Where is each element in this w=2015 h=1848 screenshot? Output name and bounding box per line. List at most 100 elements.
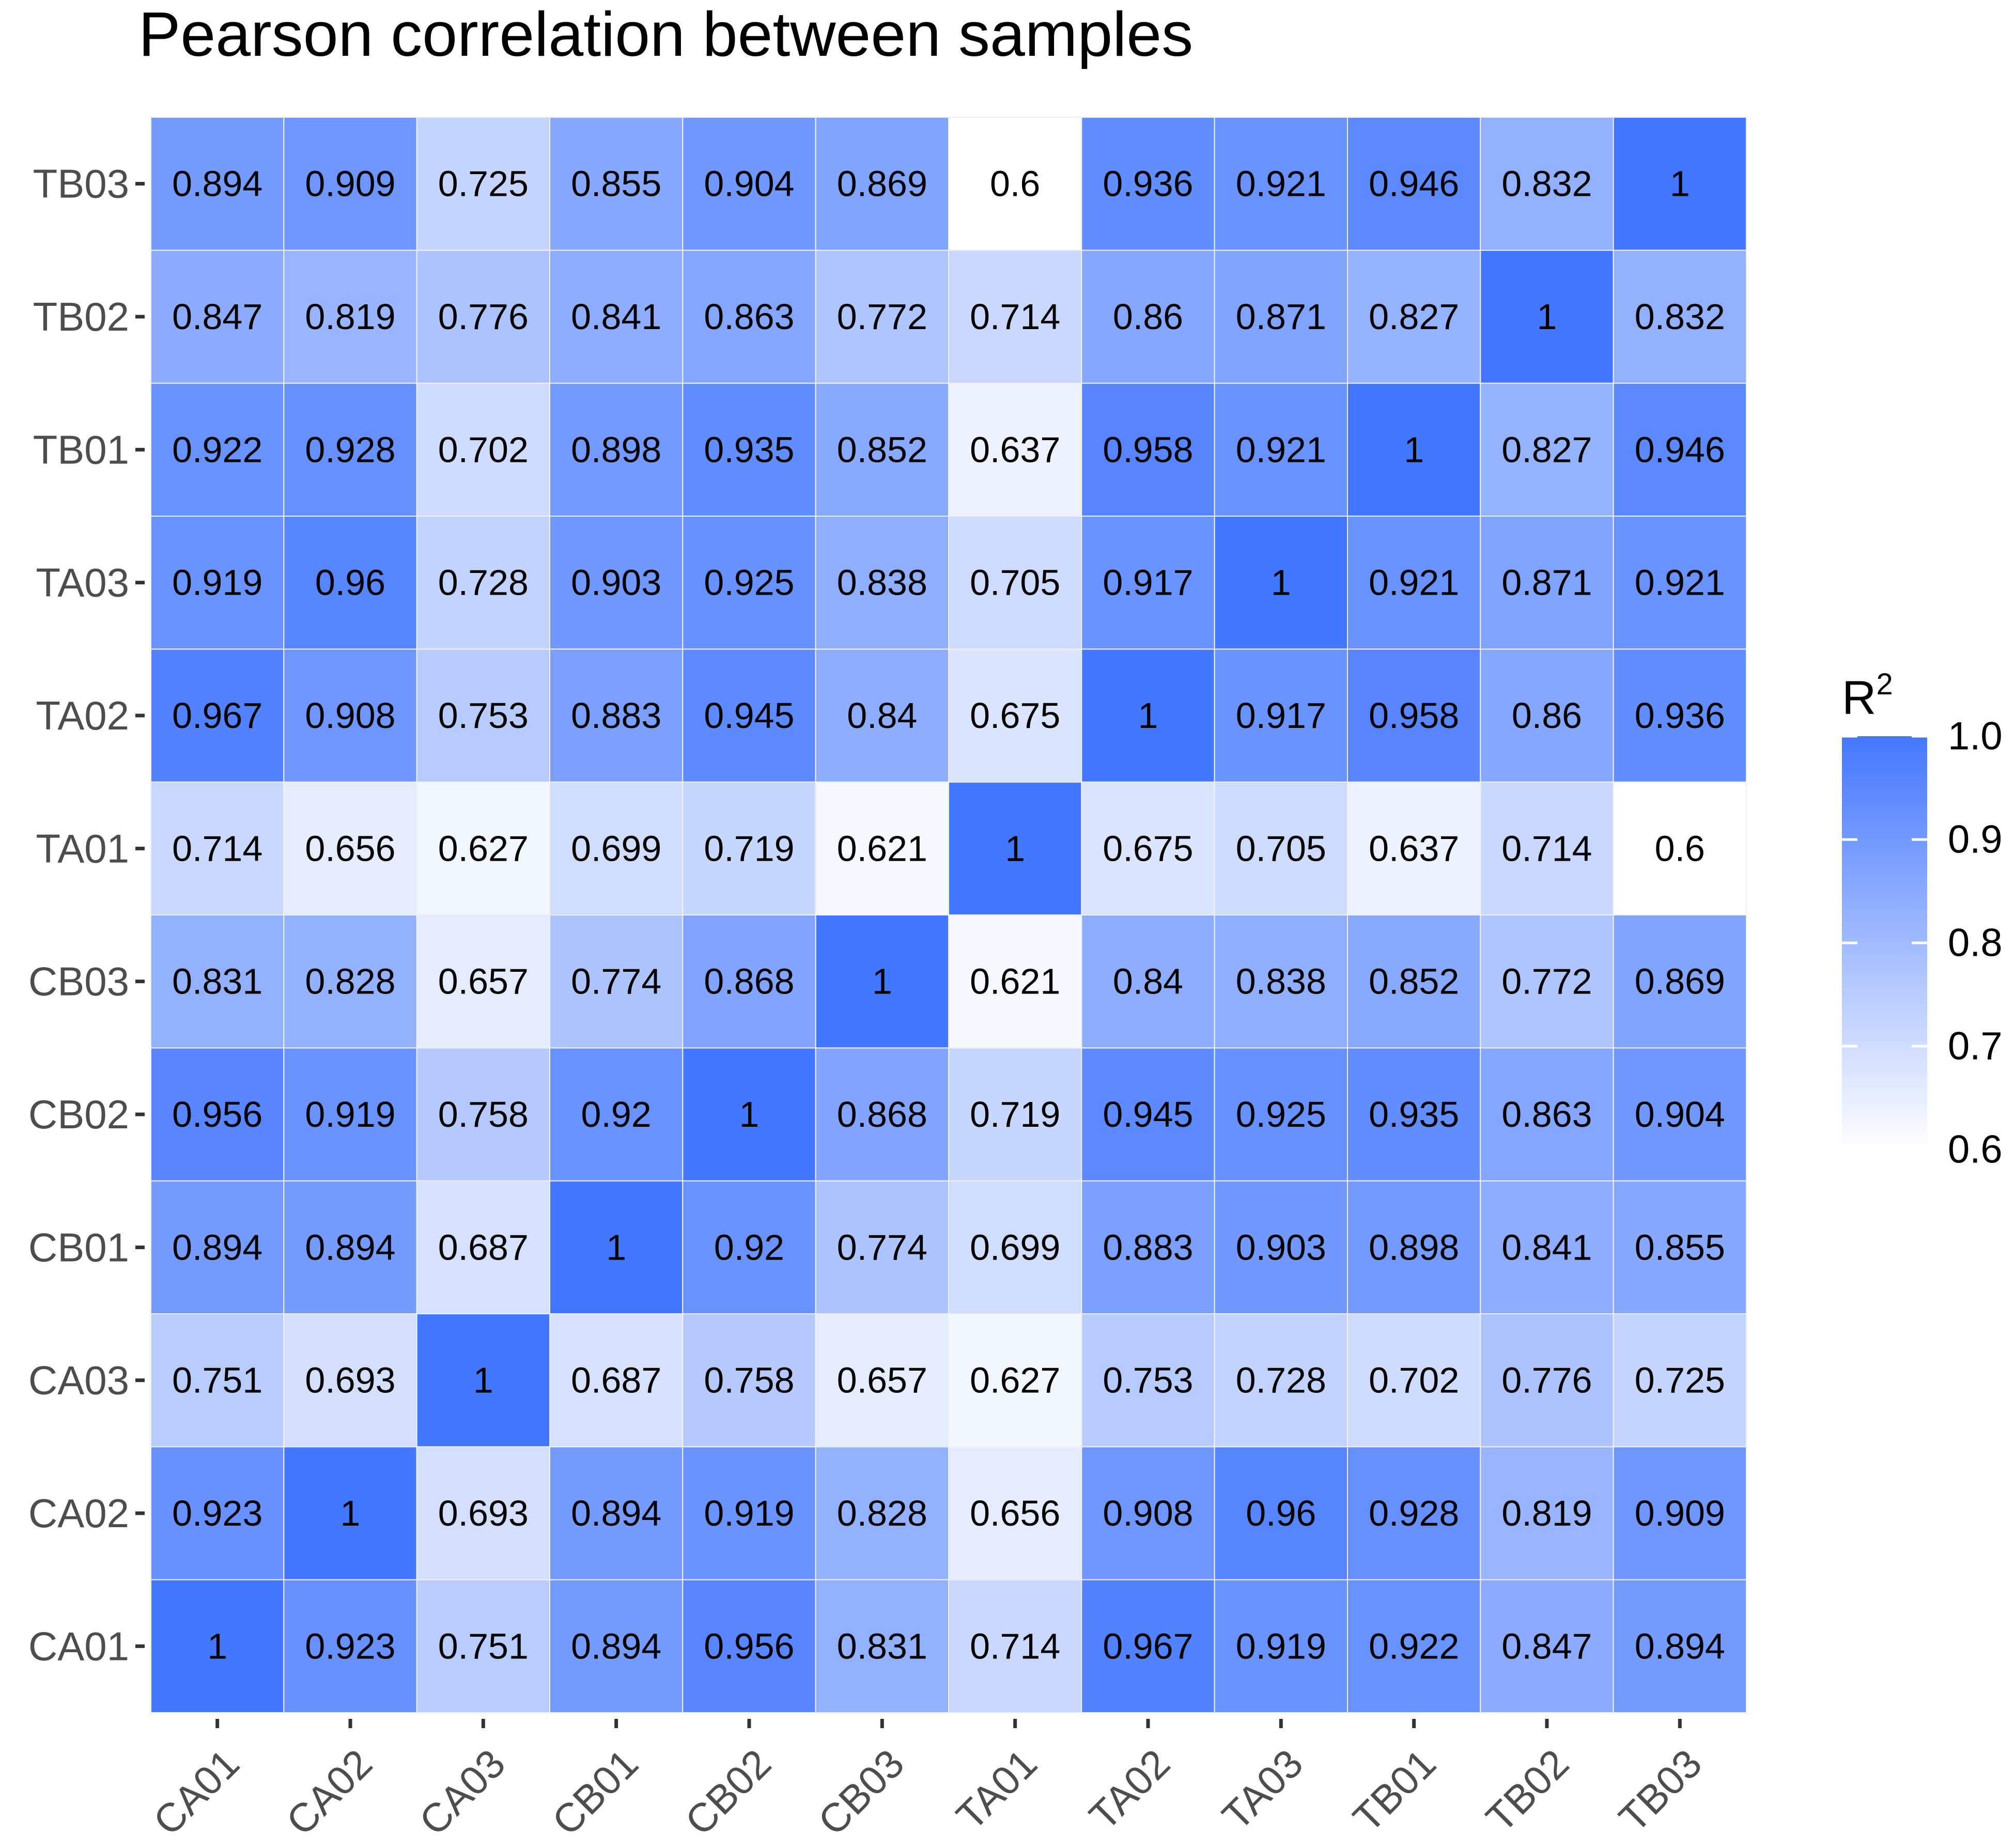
heatmap-cell-TB02-CB03 bbox=[815, 250, 949, 384]
cell-value-label: 0.908 bbox=[305, 695, 395, 736]
heatmap-cell-TA01-CA03 bbox=[416, 781, 551, 915]
heatmap-cell-CB02-TA03 bbox=[1214, 1047, 1349, 1182]
cell-value-label: 0.753 bbox=[1103, 1360, 1193, 1401]
heatmap-cell-TA01-CA01 bbox=[150, 781, 285, 915]
cell-value-label: 0.621 bbox=[837, 828, 927, 868]
heatmap-cell-TB02-CB01 bbox=[549, 250, 684, 384]
y-tick-label-TB01: TB01 bbox=[33, 427, 129, 472]
heatmap-cell-TA03-CA01 bbox=[150, 516, 285, 650]
heatmap-cell-CA02-CA03 bbox=[416, 1446, 551, 1580]
cell-value-label: 0.96 bbox=[315, 563, 385, 603]
cell-value-label: 0.637 bbox=[1369, 828, 1459, 868]
heatmap-cell-CA01-CB01 bbox=[549, 1579, 684, 1714]
cell-value-label: 0.828 bbox=[305, 961, 395, 1002]
cell-value-label: 0.921 bbox=[1236, 429, 1326, 470]
heatmap-cell-TA01-CA02 bbox=[283, 781, 417, 915]
heatmap-cell-CA01-TB01 bbox=[1347, 1579, 1481, 1714]
cell-value-label: 0.855 bbox=[571, 164, 661, 204]
cell-value-label: 0.774 bbox=[837, 1227, 927, 1267]
heatmap-cell-labels: 1 0.923 0.751 0.894 0.956 0.831 0.714 0.967 0.91… bbox=[172, 164, 1725, 1667]
cell-value-label: 1 bbox=[1404, 429, 1424, 470]
cell-value-label: 0.92 bbox=[581, 1094, 652, 1135]
heatmap-cell-TB01-TA01 bbox=[948, 382, 1082, 517]
x-tick-label-TA02: TA02 bbox=[1080, 1741, 1179, 1839]
cell-value-label: 0.728 bbox=[1236, 1360, 1326, 1401]
y-tick-label-TB02: TB02 bbox=[33, 294, 129, 339]
cell-value-label: 0.958 bbox=[1369, 695, 1459, 736]
cell-value-label: 0.714 bbox=[970, 297, 1060, 337]
heatmap-cell-TB01-TA02 bbox=[1081, 382, 1215, 517]
cell-value-label: 0.705 bbox=[1236, 828, 1326, 868]
cell-value-label: 0.917 bbox=[1103, 563, 1193, 603]
heatmap-cell-CA03-CA01 bbox=[150, 1313, 285, 1448]
heatmap-cell-CB02-CB03 bbox=[815, 1047, 949, 1182]
heatmap-cell-CA02-TA01 bbox=[948, 1446, 1082, 1580]
x-tick-label-TA03: TA03 bbox=[1213, 1741, 1311, 1839]
legend-tick-label: 0.9 bbox=[1948, 818, 2003, 862]
cell-value-label: 0.935 bbox=[704, 429, 794, 470]
cell-value-label: 0.923 bbox=[305, 1626, 395, 1666]
heatmap-cell-CB03-CA01 bbox=[150, 914, 285, 1049]
cell-value-label: 1 bbox=[1005, 828, 1025, 868]
heatmap-cell-CB02-TB01 bbox=[1347, 1047, 1481, 1182]
color-legend: R2 1.0 0.9 0.8 0.7 0.6 bbox=[1842, 667, 2003, 1172]
heatmap-cell-TB02-CA01 bbox=[150, 250, 285, 384]
cell-value-label: 0.687 bbox=[571, 1360, 661, 1401]
heatmap-cell-TB03-TA01 bbox=[948, 117, 1082, 251]
heatmap-cell-CA02-CB01 bbox=[549, 1446, 684, 1580]
heatmap-cell-CB01-TB01 bbox=[1347, 1180, 1481, 1315]
heatmap-cell-TA02-TA01 bbox=[948, 648, 1082, 783]
heatmap-cell-CA01-CB02 bbox=[682, 1579, 816, 1714]
heatmap-cell-TA01-CB02 bbox=[682, 781, 816, 915]
x-tick-label-CB01: CB01 bbox=[544, 1741, 647, 1844]
heatmap-cell-CA02-TB03 bbox=[1613, 1446, 1747, 1580]
cell-value-label: 1 bbox=[606, 1227, 626, 1267]
cell-value-label: 0.919 bbox=[172, 563, 262, 603]
heatmap-cell-CA03-TB01 bbox=[1347, 1313, 1481, 1448]
x-tick-label-TB01: TB01 bbox=[1344, 1741, 1445, 1841]
cell-value-label: 0.6 bbox=[1655, 828, 1705, 868]
cell-value-label: 0.921 bbox=[1635, 563, 1725, 603]
heatmap-cell-TA02-CA01 bbox=[150, 648, 285, 783]
cell-value-label: 0.693 bbox=[438, 1493, 529, 1533]
heatmap-cell-CA03-CB02 bbox=[682, 1313, 816, 1448]
cell-value-label: 0.772 bbox=[1501, 961, 1592, 1002]
cell-value-label: 0.883 bbox=[571, 695, 661, 736]
x-tick-label-CA01: CA01 bbox=[145, 1741, 248, 1844]
cell-value-label: 0.96 bbox=[1246, 1493, 1316, 1533]
heatmap-cell-TA03-TA02 bbox=[1081, 516, 1215, 650]
heatmap-cell-TA02-CA02 bbox=[283, 648, 417, 783]
cell-value-label: 0.719 bbox=[970, 1094, 1060, 1135]
cell-value-label: 0.693 bbox=[305, 1360, 395, 1401]
heatmap-cell-TB03-TB02 bbox=[1480, 117, 1614, 251]
heatmap-cell-CB01-TB03 bbox=[1613, 1180, 1747, 1315]
cell-value-label: 0.919 bbox=[704, 1493, 794, 1533]
heatmap-cell-TB02-TA01 bbox=[948, 250, 1082, 384]
heatmap-cell-CA02-CB03 bbox=[815, 1446, 949, 1580]
cell-value-label: 0.908 bbox=[1103, 1493, 1193, 1533]
cell-value-label: 0.925 bbox=[1236, 1094, 1326, 1135]
heatmap-cell-CA02-CB02 bbox=[682, 1446, 816, 1580]
x-tick-label-TA01: TA01 bbox=[948, 1741, 1046, 1839]
heatmap-cell-CB02-TB02 bbox=[1480, 1047, 1614, 1182]
cell-value-label: 0.852 bbox=[837, 429, 927, 470]
x-tick-label-TB03: TB03 bbox=[1610, 1741, 1710, 1841]
heatmap-cell-CB01-TA03 bbox=[1214, 1180, 1349, 1315]
cell-value-label: 0.894 bbox=[172, 164, 262, 204]
cell-value-label: 0.917 bbox=[1236, 695, 1326, 736]
heatmap-cell-TB01-TB03 bbox=[1613, 382, 1747, 517]
heatmap-cell-TB03-CB02 bbox=[682, 117, 816, 251]
cell-value-label: 0.871 bbox=[1501, 563, 1592, 603]
cell-value-label: 0.827 bbox=[1369, 297, 1459, 337]
heatmap-cell-CB03-TA03 bbox=[1214, 914, 1349, 1049]
cell-value-label: 0.637 bbox=[970, 429, 1060, 470]
heatmap-cell-CA01-TA02 bbox=[1081, 1579, 1215, 1714]
cell-value-label: 0.904 bbox=[1635, 1094, 1725, 1135]
y-tick-label-CA01: CA01 bbox=[28, 1623, 129, 1669]
x-tick-label-CA03: CA03 bbox=[410, 1741, 514, 1844]
cell-value-label: 0.6 bbox=[990, 164, 1040, 204]
cell-value-label: 0.828 bbox=[837, 1493, 927, 1533]
cell-value-label: 1 bbox=[1537, 297, 1557, 337]
heatmap-cell-TB01-CA03 bbox=[416, 382, 551, 517]
